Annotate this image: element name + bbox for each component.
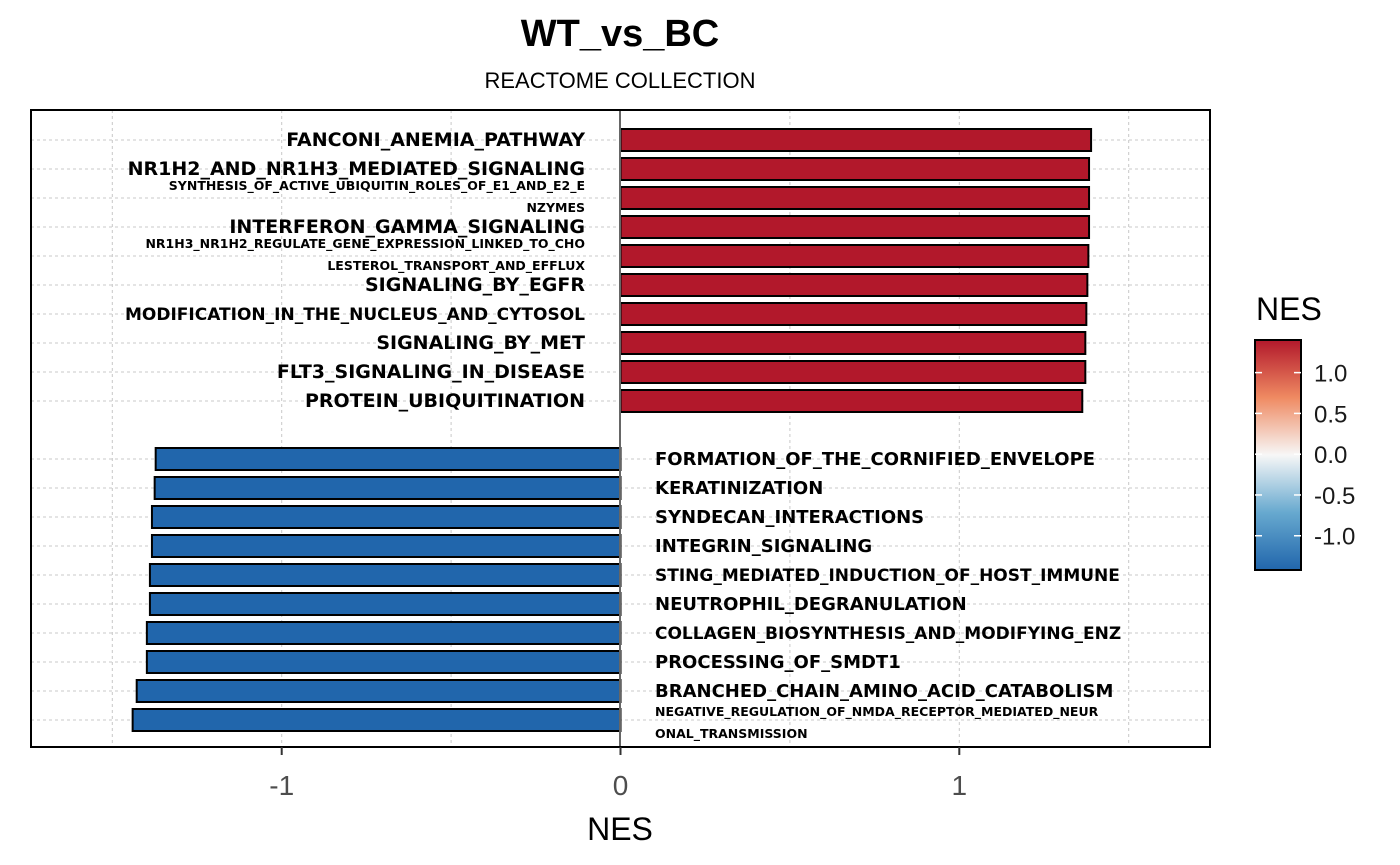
bar-label: PROCESSING_OF_SMDT1 xyxy=(655,652,901,673)
bar xyxy=(135,679,622,703)
bar-label: MODIFICATION_IN_THE_NUCLEUS_AND_CYTOSOL xyxy=(125,305,585,325)
bar xyxy=(148,563,622,587)
x-axis-label: NES xyxy=(587,811,653,847)
bar xyxy=(150,505,622,529)
bar-label-line: SYNTHESIS_OF_ACTIVE_UBIQUITIN_ROLES_OF_E… xyxy=(169,178,585,194)
x-tick-label: 1 xyxy=(952,770,968,801)
bar-label: FORMATION_OF_THE_CORNIFIED_ENVELOPE xyxy=(655,449,1095,470)
bar xyxy=(619,331,1087,355)
bar xyxy=(145,621,622,645)
bar-label: FLT3_SIGNALING_IN_DISEASE xyxy=(277,361,585,383)
colorbar-tick-label: 1.0 xyxy=(1314,361,1347,388)
colorbar-legend: NES 1.0 0.5 0.0 -0.5 -1.0 xyxy=(1254,291,1355,571)
x-axis: -1 0 1 xyxy=(269,747,967,801)
bar xyxy=(619,389,1084,413)
bar-label-line: NZYMES xyxy=(526,200,585,215)
bar-labels: FANCONI_ANEMIA_PATHWAY NR1H2_AND_NR1H3_ME… xyxy=(125,129,1121,742)
bar xyxy=(619,186,1091,210)
x-tick-label: 0 xyxy=(613,770,629,801)
bar-label: SIGNALING_BY_MET xyxy=(376,332,585,354)
bar-label: INTEGRIN_SIGNALING xyxy=(655,536,872,557)
colorbar-tick-label: -1.0 xyxy=(1314,524,1355,551)
bar xyxy=(619,360,1087,384)
colorbar-tick-label: -0.5 xyxy=(1314,483,1355,510)
bar-label: STING_MEDIATED_INDUCTION_OF_HOST_IMMUNE xyxy=(655,566,1120,586)
bar-label-line: ONAL_TRANSMISSION xyxy=(655,726,808,742)
bar xyxy=(131,708,622,732)
bar-label: SIGNALING_BY_EGFR xyxy=(365,274,585,296)
bar-label: NR1H2_AND_NR1H3_MEDIATED_SIGNALING xyxy=(128,158,585,180)
bar-label: FANCONI_ANEMIA_PATHWAY xyxy=(286,129,585,151)
colorbar-tick-label: 0.0 xyxy=(1314,442,1347,469)
bar xyxy=(619,302,1088,326)
bar xyxy=(148,592,622,616)
bar xyxy=(619,273,1089,297)
bar-label: NEUTROPHIL_DEGRANULATION xyxy=(655,594,967,615)
bar xyxy=(619,128,1093,152)
colorbar xyxy=(1254,339,1302,571)
bar-label: INTERFERON_GAMMA_SIGNALING xyxy=(229,216,585,238)
bar-label: PROTEIN_UBIQUITINATION xyxy=(305,390,585,412)
bar-label: COLLAGEN_BIOSYNTHESIS_AND_MODIFYING_ENZ xyxy=(655,624,1121,644)
bar xyxy=(154,447,622,471)
bar xyxy=(619,215,1091,239)
bar xyxy=(153,476,622,500)
bar xyxy=(619,244,1090,268)
legend-title: NES xyxy=(1256,291,1322,327)
colorbar-tick-label: 0.5 xyxy=(1314,401,1347,428)
bar-label: SYNDECAN_INTERACTIONS xyxy=(655,507,924,528)
bar-label-line: NEGATIVE_REGULATION_OF_NMDA_RECEPTOR_MED… xyxy=(655,704,1099,720)
bar xyxy=(150,534,622,558)
bar-label-line: NR1H3_NR1H2_REGULATE_GENE_EXPRESSION_LIN… xyxy=(145,236,585,252)
bar-label: BRANCHED_CHAIN_AMINO_ACID_CATABOLISM xyxy=(655,681,1113,702)
bar-label-line: LESTEROL_TRANSPORT_AND_EFFLUX xyxy=(327,258,585,274)
chart-title: WT_vs_BC xyxy=(521,13,720,55)
bar xyxy=(145,650,622,674)
bar xyxy=(619,157,1091,181)
x-tick-label: -1 xyxy=(269,770,294,801)
bar-label: KERATINIZATION xyxy=(655,478,823,499)
chart-subtitle: REACTOME COLLECTION xyxy=(485,68,756,93)
